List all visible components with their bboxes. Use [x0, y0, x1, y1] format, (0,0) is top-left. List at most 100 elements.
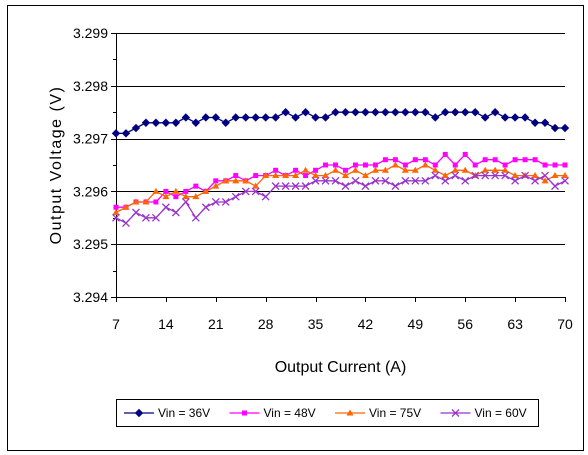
data-point — [550, 123, 560, 133]
series-1 — [111, 107, 570, 138]
legend: Vin = 36V Vin = 48V Vin = 75V Vin = 60V — [116, 399, 539, 427]
legend-item: Vin = 75V — [335, 406, 421, 420]
series-line — [116, 153, 565, 208]
data-point — [441, 172, 449, 179]
data-point — [402, 162, 408, 168]
data-point — [141, 213, 150, 222]
data-point — [301, 182, 310, 191]
y-axis-title: Output Voltage (V) — [48, 86, 65, 245]
data-point — [121, 129, 131, 138]
data-point — [461, 166, 469, 173]
data-point — [491, 166, 499, 173]
data-point — [532, 157, 538, 163]
series-line — [116, 111, 565, 134]
data-point — [273, 167, 279, 173]
data-point — [341, 172, 349, 179]
data-point — [181, 198, 190, 206]
data-point — [491, 171, 500, 180]
data-point — [241, 187, 250, 196]
data-point — [152, 187, 160, 194]
data-point — [153, 199, 159, 205]
data-point — [161, 118, 171, 127]
data-point — [134, 408, 144, 418]
data-point — [312, 172, 320, 179]
data-point — [163, 188, 169, 194]
data-point — [431, 113, 440, 122]
data-point — [272, 172, 280, 179]
data-point — [362, 162, 368, 168]
data-point — [131, 208, 140, 217]
data-point — [331, 176, 340, 185]
data-point — [262, 172, 270, 179]
tick-labels: 3.294 3.295 3.296 3.297 3.298 3.299 7 14 21 28 35 4… — [73, 25, 573, 332]
data-point — [221, 118, 230, 127]
data-point — [313, 167, 319, 173]
data-point — [421, 107, 430, 117]
data-point — [562, 162, 568, 168]
data-point — [551, 182, 559, 191]
data-point — [520, 113, 530, 122]
data-point — [191, 213, 200, 222]
data-point — [442, 151, 448, 157]
y-tick-label: 3.295 — [73, 236, 108, 252]
data-point — [161, 203, 170, 212]
data-point — [472, 162, 478, 168]
data-point — [192, 193, 200, 200]
data-point — [381, 107, 390, 117]
data-point — [322, 172, 330, 179]
data-point — [361, 172, 369, 179]
data-point — [551, 172, 559, 179]
data-point — [332, 166, 340, 173]
data-point — [382, 157, 388, 163]
data-point — [401, 107, 410, 117]
legend-label: Vin = 75V — [369, 406, 421, 420]
data-point — [201, 113, 211, 122]
x-tick-label: 35 — [308, 316, 324, 332]
data-point — [113, 204, 119, 210]
legend-item: Vin = 36V — [124, 406, 210, 420]
series-2 — [113, 151, 568, 210]
chart-frame — [7, 5, 584, 451]
data-point — [321, 176, 330, 185]
series-group — [111, 107, 570, 228]
data-point — [351, 107, 360, 117]
x-tick-label: 63 — [507, 316, 523, 332]
data-point — [291, 182, 300, 191]
data-point — [341, 182, 350, 191]
series-3 — [112, 161, 569, 216]
y-tick-label: 3.298 — [73, 78, 108, 94]
data-point — [471, 171, 480, 180]
data-point — [411, 166, 419, 173]
data-point — [451, 171, 460, 180]
data-point — [561, 176, 569, 185]
data-point — [371, 107, 380, 117]
data-point — [311, 113, 320, 122]
data-point — [292, 172, 300, 179]
data-point — [233, 173, 239, 179]
data-point — [351, 176, 360, 185]
data-point — [560, 123, 570, 133]
data-point — [351, 166, 359, 173]
data-point — [470, 107, 480, 117]
data-point — [541, 171, 550, 180]
data-point — [333, 162, 339, 168]
y-tick-label: 3.296 — [73, 183, 108, 199]
data-point — [141, 118, 151, 127]
data-point — [540, 118, 550, 127]
data-point — [242, 177, 250, 184]
data-point — [171, 118, 181, 127]
data-point — [301, 107, 310, 117]
data-point — [111, 129, 121, 138]
data-point — [481, 171, 490, 180]
data-point — [451, 166, 459, 173]
data-point — [253, 173, 259, 179]
x-tick-label: 21 — [208, 316, 224, 332]
x-tick-label: 70 — [557, 316, 573, 332]
data-point — [431, 171, 440, 180]
data-point — [411, 107, 420, 117]
data-point — [212, 182, 220, 189]
data-point — [323, 162, 329, 168]
data-point — [142, 198, 150, 205]
data-point — [251, 113, 260, 122]
data-point — [461, 176, 470, 185]
